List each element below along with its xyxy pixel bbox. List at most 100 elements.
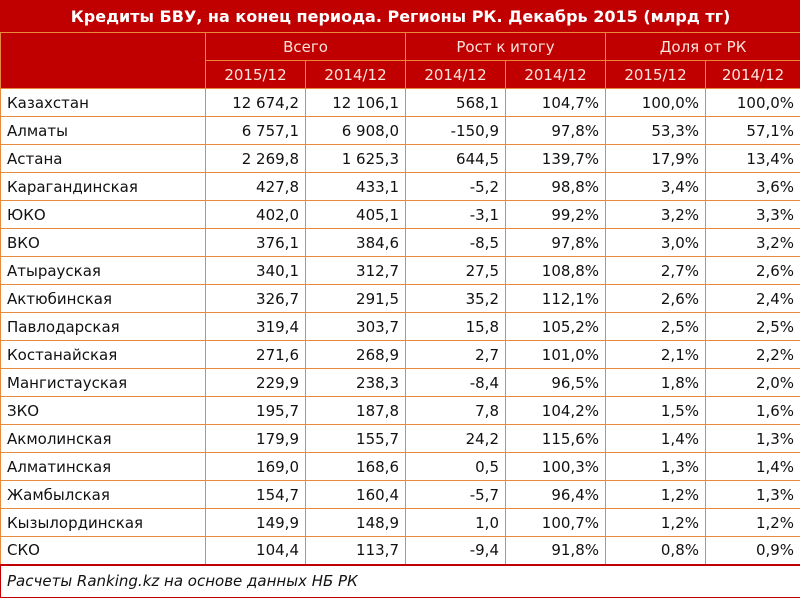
- region-name: Алматинская: [1, 453, 206, 481]
- value-cell: 115,6%: [506, 425, 606, 453]
- value-cell: 17,9%: [606, 145, 706, 173]
- value-cell: 319,4: [206, 313, 306, 341]
- value-cell: 12 106,1: [306, 89, 406, 117]
- region-name: Актюбинская: [1, 285, 206, 313]
- value-cell: 3,3%: [706, 201, 800, 229]
- value-cell: -9,4: [406, 537, 506, 565]
- value-cell: 7,8: [406, 397, 506, 425]
- value-cell: 168,6: [306, 453, 406, 481]
- value-cell: 100,0%: [606, 89, 706, 117]
- value-cell: 0,8%: [606, 537, 706, 565]
- value-cell: 195,7: [206, 397, 306, 425]
- period-header: 2014/12: [306, 61, 406, 89]
- value-cell: 96,5%: [506, 369, 606, 397]
- value-cell: 99,2%: [506, 201, 606, 229]
- region-name: Костанайская: [1, 341, 206, 369]
- value-cell: 113,7: [306, 537, 406, 565]
- region-name: ВКО: [1, 229, 206, 257]
- value-cell: 187,8: [306, 397, 406, 425]
- period-header: 2015/12: [606, 61, 706, 89]
- value-cell: 35,2: [406, 285, 506, 313]
- value-cell: -3,1: [406, 201, 506, 229]
- value-cell: 2,4%: [706, 285, 800, 313]
- value-cell: 2,6%: [706, 257, 800, 285]
- value-cell: 2,1%: [606, 341, 706, 369]
- value-cell: 91,8%: [506, 537, 606, 565]
- value-cell: 169,0: [206, 453, 306, 481]
- value-cell: 402,0: [206, 201, 306, 229]
- value-cell: 3,2%: [606, 201, 706, 229]
- value-cell: 97,8%: [506, 229, 606, 257]
- value-cell: 340,1: [206, 257, 306, 285]
- value-cell: 13,4%: [706, 145, 800, 173]
- value-cell: 433,1: [306, 173, 406, 201]
- value-cell: -8,4: [406, 369, 506, 397]
- value-cell: 100,7%: [506, 509, 606, 537]
- value-cell: 108,8%: [506, 257, 606, 285]
- value-cell: 291,5: [306, 285, 406, 313]
- value-cell: -150,9: [406, 117, 506, 145]
- value-cell: 1,0: [406, 509, 506, 537]
- value-cell: 2,7: [406, 341, 506, 369]
- value-cell: 376,1: [206, 229, 306, 257]
- value-cell: 160,4: [306, 481, 406, 509]
- value-cell: 96,4%: [506, 481, 606, 509]
- value-cell: 104,4: [206, 537, 306, 565]
- value-cell: 112,1%: [506, 285, 606, 313]
- value-cell: 101,0%: [506, 341, 606, 369]
- region-name: Мангистауская: [1, 369, 206, 397]
- value-cell: 1,2%: [706, 509, 800, 537]
- region-name: Алматы: [1, 117, 206, 145]
- region-name: Акмолинская: [1, 425, 206, 453]
- value-cell: 154,7: [206, 481, 306, 509]
- period-header: 2014/12: [506, 61, 606, 89]
- value-cell: 0,5: [406, 453, 506, 481]
- source-note: Расчеты Ranking.kz на основе данных НБ Р…: [1, 565, 800, 598]
- table-title: Кредиты БВУ, на конец периода. Регионы Р…: [1, 1, 800, 33]
- period-header: 2014/12: [706, 61, 800, 89]
- value-cell: 3,2%: [706, 229, 800, 257]
- value-cell: 100,0%: [706, 89, 800, 117]
- value-cell: 384,6: [306, 229, 406, 257]
- value-cell: 1,2%: [606, 509, 706, 537]
- value-cell: 271,6: [206, 341, 306, 369]
- value-cell: 2,5%: [606, 313, 706, 341]
- region-name: Жамбылская: [1, 481, 206, 509]
- period-header: 2015/12: [206, 61, 306, 89]
- value-cell: 238,3: [306, 369, 406, 397]
- region-name: Атырауская: [1, 257, 206, 285]
- value-cell: 405,1: [306, 201, 406, 229]
- region-name: Павлодарская: [1, 313, 206, 341]
- value-cell: -5,2: [406, 173, 506, 201]
- value-cell: 312,7: [306, 257, 406, 285]
- value-cell: 1,3%: [706, 425, 800, 453]
- value-cell: 303,7: [306, 313, 406, 341]
- period-header: 2014/12: [406, 61, 506, 89]
- value-cell: 27,5: [406, 257, 506, 285]
- value-cell: 427,8: [206, 173, 306, 201]
- value-cell: 568,1: [406, 89, 506, 117]
- value-cell: 98,8%: [506, 173, 606, 201]
- value-cell: 24,2: [406, 425, 506, 453]
- value-cell: 1,5%: [606, 397, 706, 425]
- value-cell: 53,3%: [606, 117, 706, 145]
- value-cell: 1,2%: [606, 481, 706, 509]
- value-cell: 1,6%: [706, 397, 800, 425]
- value-cell: -5,7: [406, 481, 506, 509]
- value-cell: 326,7: [206, 285, 306, 313]
- region-name: Кызылординская: [1, 509, 206, 537]
- value-cell: 3,6%: [706, 173, 800, 201]
